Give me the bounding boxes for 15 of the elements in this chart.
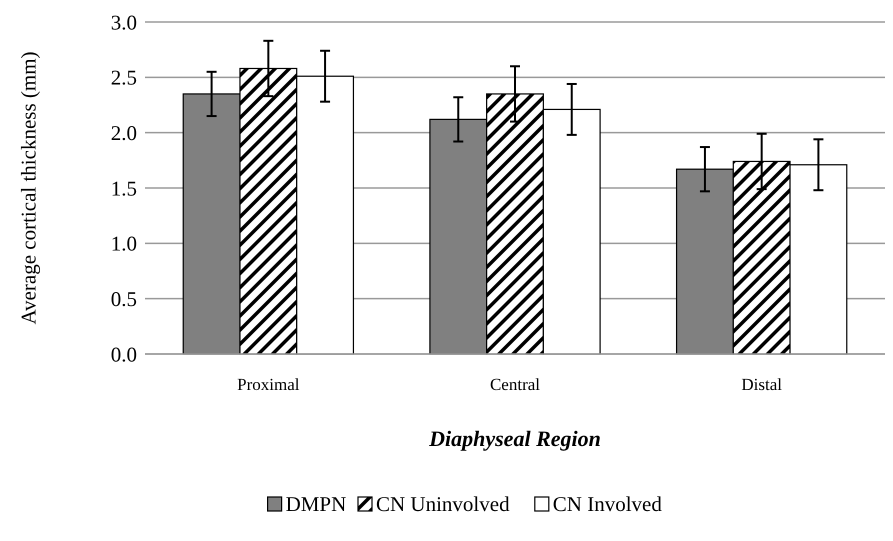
x-tick-label: Proximal: [237, 375, 300, 394]
y-tick-label: 2.5: [110, 66, 137, 90]
legend-label: CN Involved: [552, 492, 662, 516]
legend-label: CN Uninvolved: [376, 492, 510, 516]
y-axis-title: Average cortical thickness (mm): [16, 51, 40, 325]
y-tick-label: 3.0: [110, 10, 137, 34]
y-tick-label: 0.5: [110, 287, 137, 312]
x-axis-title: Diaphyseal Region: [428, 426, 601, 451]
y-tick-label: 2.0: [110, 121, 137, 146]
y-tick-label: 0.0: [110, 342, 137, 366]
y-tick-label: 1.5: [110, 176, 137, 200]
x-tick-label: Central: [490, 375, 540, 394]
legend-label: DMPN: [286, 492, 346, 516]
x-tick-label: Distal: [741, 375, 782, 394]
y-tick-label: 1.0: [110, 232, 137, 256]
